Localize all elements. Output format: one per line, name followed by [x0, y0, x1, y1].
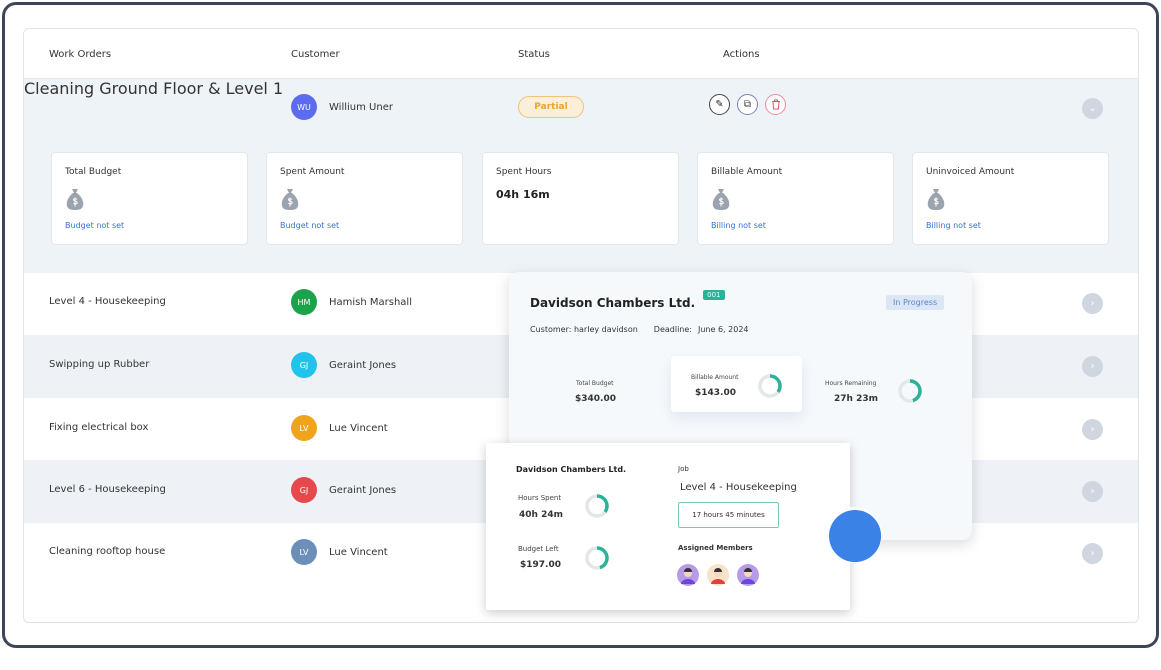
- deadline-value: June 6, 2024: [698, 325, 749, 334]
- work-order-name[interactable]: Cleaning rooftop house: [49, 546, 166, 557]
- delete-button[interactable]: [765, 94, 786, 115]
- chevron-right-icon[interactable]: ›: [1082, 293, 1103, 314]
- stat-label: Billable Amount: [711, 167, 783, 177]
- table-row[interactable]: Level 4 - Housekeeping HM Hamish Marshal…: [24, 272, 1138, 335]
- budget-left-label: Budget Left: [518, 545, 559, 553]
- hours-remaining-progress-ring: [898, 379, 922, 403]
- member-avatar-3[interactable]: [737, 564, 759, 586]
- decorative-blue-circle: [829, 510, 881, 562]
- work-order-name[interactable]: Fixing electrical box: [49, 422, 149, 433]
- work-order-name[interactable]: Swipping up Rubber: [49, 359, 150, 370]
- customer-avatar: LV: [291, 539, 317, 565]
- duration-box: 17 hours 45 minutes: [678, 502, 779, 528]
- stat-value: 04h 16m: [496, 188, 550, 201]
- stat-card: Billable Amount Billing not set: [697, 152, 894, 245]
- total-budget-label: Total Budget: [576, 380, 614, 387]
- ring-progress: [585, 494, 609, 518]
- status-badge: Partial: [518, 96, 584, 118]
- stat-card: Uninvoiced Amount Billing not set: [912, 152, 1109, 245]
- trash-icon: [771, 99, 780, 110]
- billable-value: $143.00: [695, 388, 736, 398]
- header-customer: Customer: [291, 49, 340, 60]
- stat-label: Spent Hours: [496, 167, 552, 177]
- edit-button[interactable]: ✎: [709, 94, 730, 115]
- customer-avatar: LV: [291, 415, 317, 441]
- copy-icon: ⧉: [743, 99, 752, 110]
- hours-spent-value: 40h 24m: [519, 510, 563, 520]
- money-bag-icon: [712, 189, 730, 210]
- billable-label: Billable Amount: [691, 374, 739, 381]
- stat-note-link[interactable]: Billing not set: [711, 221, 766, 230]
- budget-left-progress-ring: [585, 546, 609, 570]
- billable-amount-tile: Billable Amount $143.00: [671, 356, 802, 412]
- hours-remaining-label: Hours Remaining: [825, 380, 877, 387]
- stat-label: Uninvoiced Amount: [926, 167, 1015, 177]
- job-label: Job: [678, 465, 689, 473]
- summary-company: Davidson Chambers Ltd.: [516, 465, 627, 474]
- work-order-name[interactable]: Cleaning Ground Floor & Level 1: [24, 79, 284, 98]
- work-order-name[interactable]: Level 6 - Housekeeping: [49, 484, 166, 495]
- copy-button[interactable]: ⧉: [737, 94, 758, 115]
- header-actions: Actions: [723, 49, 760, 60]
- job-code-badge: 001: [703, 290, 725, 300]
- billable-progress-ring: [758, 374, 782, 398]
- hours-remaining-value: 27h 23m: [834, 394, 878, 404]
- pencil-icon: ✎: [715, 99, 724, 110]
- member-avatar-2[interactable]: [707, 564, 729, 586]
- chevron-right-icon[interactable]: ›: [1082, 481, 1103, 502]
- job-customer: Customer: harley davidson: [530, 325, 638, 334]
- chevron-right-icon[interactable]: ›: [1082, 543, 1103, 564]
- deadline-label: Deadline:: [653, 325, 692, 334]
- ring-progress: [898, 379, 922, 403]
- customer-name: Geraint Jones: [329, 360, 397, 371]
- stat-card: Total Budget Budget not set: [51, 152, 248, 245]
- chevron-right-icon[interactable]: ›: [1082, 356, 1103, 377]
- total-budget-value: $340.00: [575, 394, 616, 404]
- member-avatar-1[interactable]: [677, 564, 699, 586]
- chevron-right-icon[interactable]: ›: [1082, 419, 1103, 440]
- customer-avatar: HM: [291, 289, 317, 315]
- customer-avatar: GJ: [291, 477, 317, 503]
- header-status: Status: [518, 49, 550, 60]
- customer-name: Hamish Marshall: [329, 297, 412, 308]
- stat-note-link[interactable]: Budget not set: [280, 221, 340, 230]
- table-row[interactable]: Cleaning Ground Floor & Level 1 WU Willi…: [24, 79, 1138, 273]
- job-meta-row: Customer: harley davidson Deadline: June…: [530, 325, 749, 334]
- customer-name: Geraint Jones: [329, 485, 397, 496]
- ring-progress: [585, 546, 609, 570]
- money-bag-icon: [281, 189, 299, 210]
- ring-progress: [758, 374, 782, 398]
- job-title-row: Davidson Chambers Ltd. 001: [530, 290, 725, 310]
- customer-name: Lue Vincent: [329, 547, 388, 558]
- job-name: Level 4 - Housekeeping: [680, 482, 797, 493]
- chevron-down-icon[interactable]: ⌄: [1082, 98, 1103, 119]
- table-row[interactable]: Cleaning rooftop house LV Lue Vincent ›: [24, 522, 1138, 585]
- job-title: Davidson Chambers Ltd.: [530, 296, 696, 310]
- money-bag-icon: [927, 189, 945, 210]
- budget-left-value: $197.00: [520, 560, 561, 570]
- stat-note-link[interactable]: Billing not set: [926, 221, 981, 230]
- work-order-name[interactable]: Level 4 - Housekeeping: [49, 296, 166, 307]
- stat-card: Spent Amount Budget not set: [266, 152, 463, 245]
- money-bag-icon: [66, 189, 84, 210]
- job-summary-card: Davidson Chambers Ltd. Hours Spent 40h 2…: [486, 443, 850, 610]
- customer-avatar: GJ: [291, 352, 317, 378]
- hours-spent-progress-ring: [585, 494, 609, 518]
- stat-note-link[interactable]: Budget not set: [65, 221, 125, 230]
- hours-spent-label: Hours Spent: [518, 494, 562, 502]
- table-header: Work Orders Customer Status Actions: [24, 29, 1138, 79]
- stat-label: Spent Amount: [280, 167, 345, 177]
- table-row[interactable]: Fixing electrical box LV Lue Vincent ›: [24, 398, 1138, 461]
- customer-name: Willium Uner: [329, 102, 393, 113]
- customer-name: Lue Vincent: [329, 423, 388, 434]
- stat-label: Total Budget: [65, 167, 122, 177]
- customer-avatar: WU: [291, 94, 317, 120]
- status-badge: In Progress: [886, 295, 945, 310]
- stat-card: Spent Hours 04h 16m: [482, 152, 679, 245]
- assigned-members-label: Assigned Members: [678, 544, 753, 552]
- header-work-orders: Work Orders: [49, 49, 112, 60]
